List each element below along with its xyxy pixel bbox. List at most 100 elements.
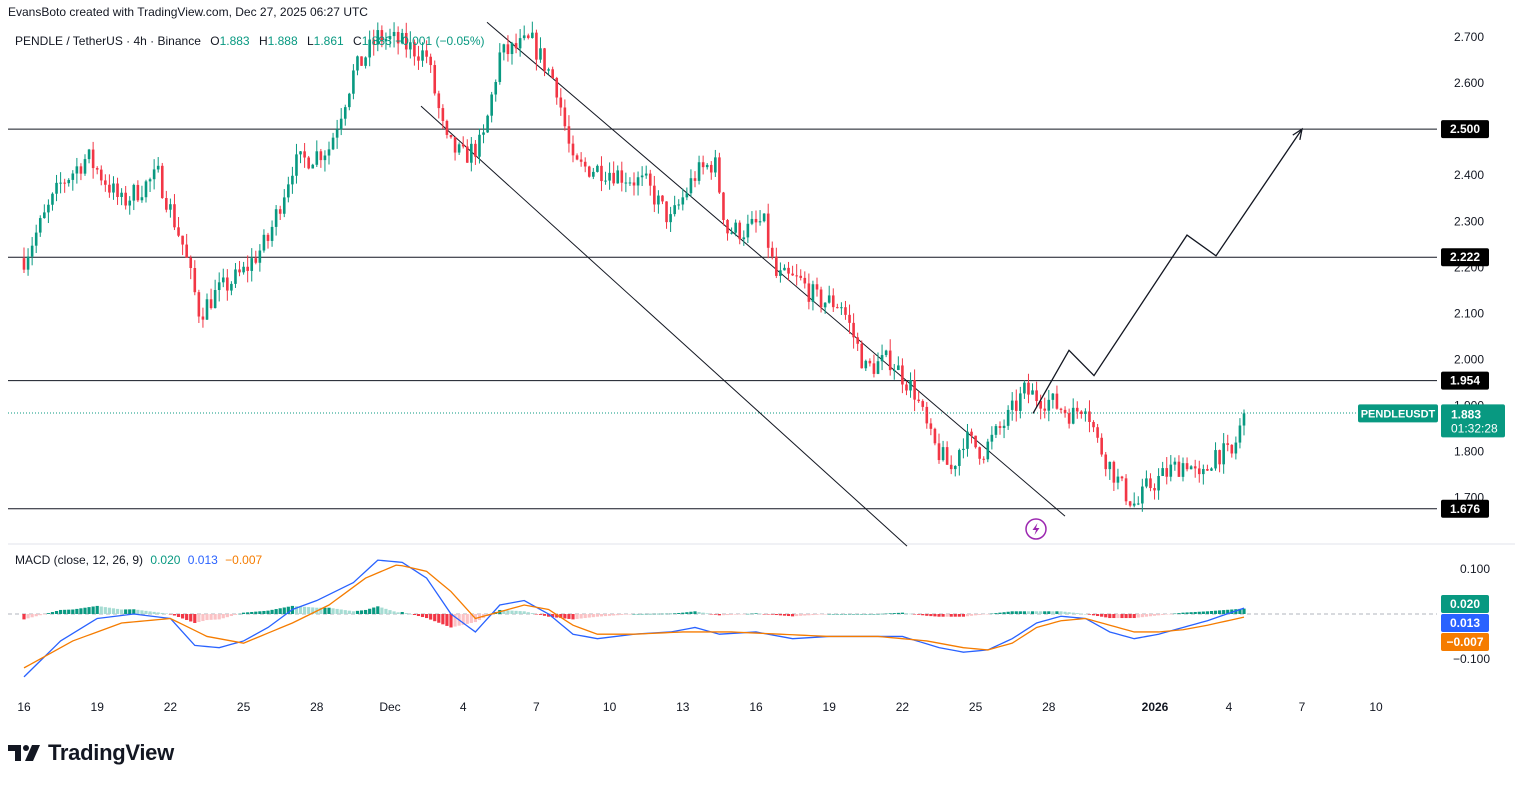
candle-body <box>457 144 461 153</box>
tradingview-logo[interactable]: TradingView <box>8 740 174 766</box>
close-value: 1.883 <box>361 34 392 48</box>
macd-histogram-bar <box>327 607 331 614</box>
macd-histogram-bar <box>843 614 848 615</box>
macd-histogram-bar <box>286 606 290 614</box>
macd-histogram-bar <box>1063 611 1067 614</box>
price-tick-label: 2.600 <box>1454 76 1484 90</box>
macd-histogram-bar <box>900 612 904 614</box>
candle-body <box>453 137 457 153</box>
candle-body <box>311 164 315 169</box>
candle-body <box>205 299 209 320</box>
macd-histogram-bar <box>67 609 71 614</box>
candle-body <box>356 56 359 71</box>
candle-body <box>840 307 843 309</box>
macd-histogram-bar <box>730 614 734 615</box>
macd-histogram-bar <box>1108 614 1112 619</box>
macd-histogram-bar <box>233 614 238 615</box>
candle-body <box>445 120 449 135</box>
candle-body <box>112 183 115 193</box>
macd-histogram-bar <box>254 611 258 614</box>
macd-histogram-bar <box>876 614 880 615</box>
macd-histogram-bar <box>1242 608 1246 614</box>
candle-body <box>1067 413 1071 424</box>
candle-body <box>136 184 140 201</box>
time-tick-label: 2026 <box>1142 700 1169 714</box>
macd-histogram-bar <box>1201 611 1205 614</box>
candle-body <box>543 48 546 71</box>
candle-body <box>714 157 717 173</box>
macd-histogram-bar <box>95 605 99 614</box>
candle-body <box>925 406 929 424</box>
candle-body <box>144 181 148 198</box>
candle-body <box>287 184 290 198</box>
candle-body <box>1108 461 1112 470</box>
macd-histogram-bar <box>217 614 221 620</box>
macd-histogram-bar <box>197 614 201 623</box>
macd-histogram-bar <box>860 614 864 615</box>
time-tick-label: 19 <box>91 700 105 714</box>
candle-body <box>75 166 79 174</box>
macd-label[interactable]: MACD (close, 12, 26, 9) <box>15 553 144 567</box>
macd-histogram-bar <box>404 612 408 614</box>
candle-body <box>1165 468 1169 477</box>
candle-body <box>575 155 579 160</box>
macd-histogram-bar <box>978 614 982 615</box>
price-tick-label: 2.400 <box>1454 168 1484 182</box>
macd-histogram-bar <box>1177 613 1181 614</box>
macd-histogram-bar <box>359 610 364 614</box>
candle-body <box>1002 425 1006 428</box>
price-tick-label: 2.700 <box>1454 30 1484 44</box>
macd-histogram-bar <box>1104 614 1108 618</box>
candle-body <box>51 193 54 205</box>
macd-histogram-bar <box>648 613 652 615</box>
macd-histogram-bar <box>1222 610 1226 614</box>
macd-histogram-bar <box>640 613 644 615</box>
candle-body <box>1124 478 1128 502</box>
level-tag-1.676: 1.676 <box>1441 499 1489 518</box>
candle-body <box>189 257 193 269</box>
price-tick-label: 2.100 <box>1454 306 1484 320</box>
price-tag-value: 1.883 <box>1451 407 1481 421</box>
candle-body <box>653 185 656 205</box>
candle-body <box>1185 463 1189 470</box>
candle-body <box>380 30 384 42</box>
price-tick-label: 2.300 <box>1454 214 1484 228</box>
macd-histogram-bar <box>38 614 42 616</box>
candle-body <box>1189 466 1193 470</box>
candle-body <box>242 266 245 273</box>
candle-body <box>531 32 534 38</box>
candle-body <box>1071 407 1075 424</box>
candle-body <box>770 247 774 257</box>
candle-body <box>319 151 323 161</box>
level-tag-1.954: 1.954 <box>1441 371 1489 390</box>
time-tick-label: 10 <box>603 700 617 714</box>
candle-body <box>819 289 823 308</box>
candle-body <box>518 38 522 49</box>
candle-body <box>486 115 489 133</box>
candle-body <box>1145 478 1148 487</box>
symbol-label[interactable]: PENDLE / TetherUS · 4h · Binance <box>15 34 201 48</box>
macd-histogram-bar <box>445 614 449 626</box>
macd-histogram-bar <box>1083 614 1087 615</box>
open-value: 1.883 <box>219 34 250 48</box>
macd-histogram-bar <box>246 612 250 614</box>
candle-body <box>905 384 908 391</box>
candle-body <box>685 193 689 198</box>
symbol-tag-label: PENDLEUSDT <box>1361 408 1436 420</box>
candle-body <box>1234 442 1238 454</box>
price-tick-label: 1.800 <box>1454 445 1484 459</box>
macd-histogram-bar <box>1161 614 1165 615</box>
macd-histogram-bar <box>555 614 559 618</box>
candle-body <box>1206 469 1209 471</box>
macd-line-value: 0.013 <box>187 553 218 567</box>
macd-histogram-bar <box>827 614 831 615</box>
candle-body <box>929 423 933 429</box>
candle-body <box>738 222 742 240</box>
macd-histogram-bar <box>945 614 949 617</box>
macd-histogram-bar <box>791 614 795 617</box>
macd-histogram-bar <box>461 614 465 625</box>
tradingview-logo-icon <box>8 745 40 761</box>
macd-histogram-bar <box>534 614 538 615</box>
